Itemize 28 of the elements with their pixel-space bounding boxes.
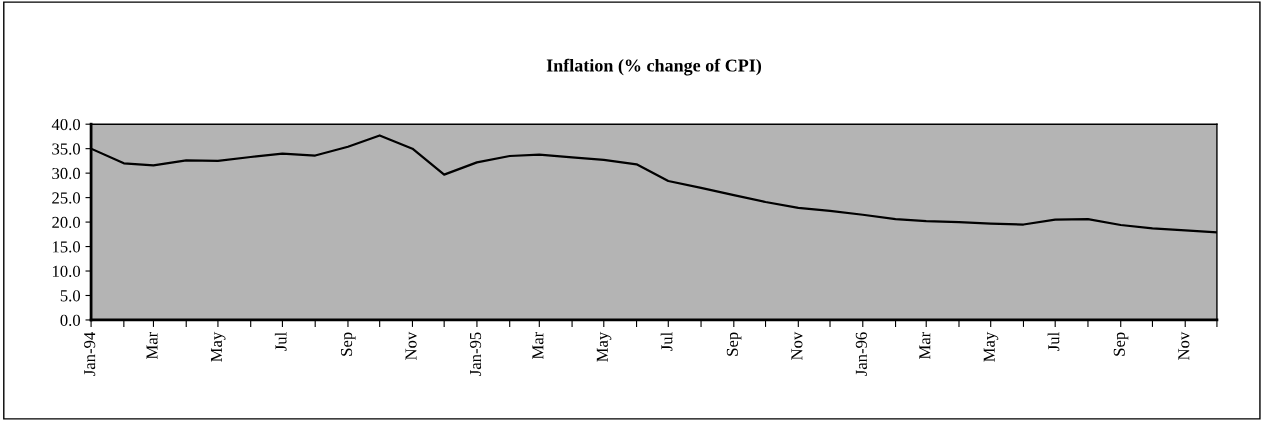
x-tick-label: Nov <box>791 331 803 360</box>
x-tick-label: May <box>210 331 226 362</box>
x-tick-label: Mar <box>146 331 158 360</box>
x-tick-label: May <box>596 331 612 362</box>
x-tick-label: Jul <box>660 332 673 351</box>
x-tick-label: Nov <box>1178 331 1190 360</box>
x-tick-label: Jul <box>274 332 287 351</box>
x-tick-label: Mar <box>532 331 544 360</box>
y-tick-label: 10.0 <box>52 265 81 278</box>
y-tick-label: 30.0 <box>52 167 81 180</box>
x-tick-label: Sep <box>726 332 742 356</box>
x-tick-label: May <box>983 331 999 362</box>
y-tick-label: 25.0 <box>52 192 81 204</box>
x-tick-label: Sep <box>1113 332 1129 356</box>
x-tick-label: Jan-95 <box>469 332 482 376</box>
y-tick-label: 40.0 <box>51 118 81 131</box>
chart-title: Inflation (% change of CPI) <box>546 58 762 76</box>
y-tick-label: 35.0 <box>52 143 81 155</box>
x-tick-label: Jan-96 <box>855 332 867 376</box>
x-tick-label: Nov <box>405 331 417 360</box>
y-tick-label: 20.0 <box>52 216 81 229</box>
x-tick-label: Jul <box>1047 332 1060 351</box>
y-tick-label: 15.0 <box>52 241 81 253</box>
y-tick-label: 0.0 <box>60 314 81 326</box>
x-tick-label: Sep <box>340 332 356 356</box>
x-tick-label: Mar <box>919 331 931 360</box>
x-tick-label: Jan-94 <box>84 332 96 376</box>
y-tick-label: 5.0 <box>60 290 81 302</box>
